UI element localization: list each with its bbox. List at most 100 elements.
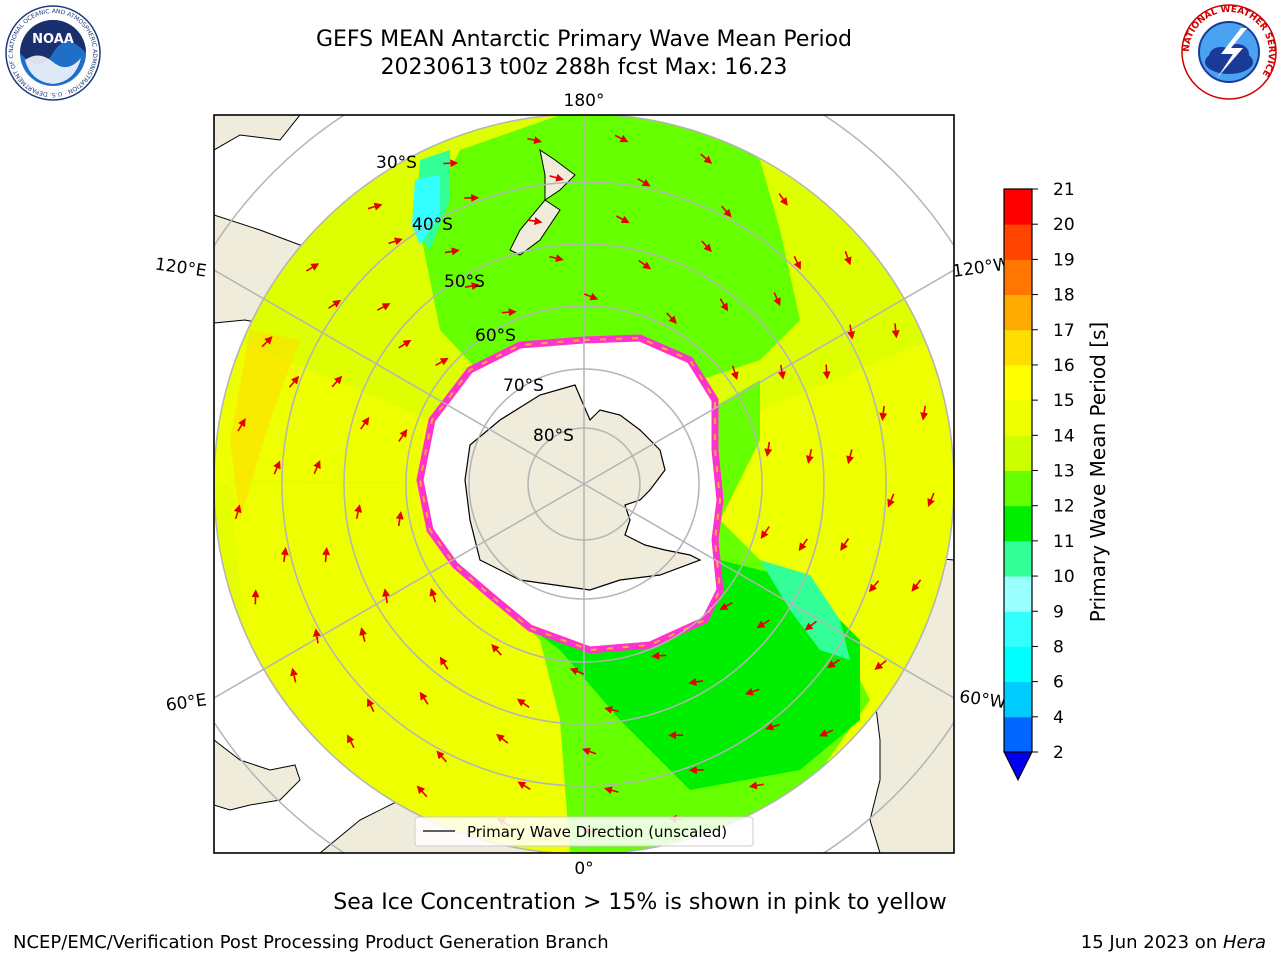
legend-label: Primary Wave Direction (unscaled) [467, 823, 727, 841]
map-frame [213, 114, 955, 854]
colorbar-tick-label: 16 [1053, 356, 1075, 376]
footer-host: Hera [1222, 932, 1266, 953]
wave-direction-arrow [719, 298, 729, 312]
wave-direction-arrow [388, 237, 403, 246]
wave-direction-arrow [847, 324, 856, 340]
colorbar-tick-label: 4 [1053, 708, 1064, 728]
colorbar-tick-label: 10 [1053, 567, 1075, 587]
wave-direction-arrow [261, 336, 273, 348]
colorbar-tick-label: 21 [1053, 180, 1075, 200]
wave-direction-arrow [765, 722, 780, 731]
colorbar-tick-label: 15 [1053, 391, 1075, 411]
wave-direction-arrow [773, 292, 781, 307]
wave-direction-arrow [584, 292, 599, 301]
wave-direction-arrow [359, 627, 368, 642]
colorbar-swatch [1004, 611, 1032, 647]
footer-org: NCEP/EMC/Verification Post Processing Pr… [13, 932, 609, 953]
lat-label-60s: 60°S [475, 326, 516, 346]
colorbar-tick-label: 6 [1053, 673, 1064, 693]
wave-direction-arrow [651, 651, 667, 660]
wave-direction-arrow [233, 504, 242, 520]
wave-direction-arrow [745, 687, 760, 696]
wave-direction-arrow [604, 705, 619, 714]
land-asia-corner [214, 115, 301, 151]
longitude-gridlines [214, 115, 954, 853]
wave-direction-arrow [367, 202, 383, 211]
wave-direction-arrow [822, 364, 831, 380]
colorbar-tick-label: 13 [1053, 462, 1075, 482]
lon-label-120w: 120°W [951, 254, 1011, 282]
colorbar-swatch [1004, 505, 1032, 542]
colorbar-swatch [1004, 576, 1032, 612]
wave-direction-arrow [395, 511, 404, 527]
wave-direction-arrow [376, 303, 391, 311]
wave-direction-arrow [891, 323, 900, 339]
wave-direction-arrow [367, 698, 375, 713]
wave-direction-arrow [501, 308, 517, 317]
colorbar-swatch [1004, 716, 1032, 753]
colorbar-swatch [1004, 224, 1032, 260]
wave-direction-arrow [887, 493, 895, 508]
wave-direction-arrow [398, 339, 412, 349]
wave-direction-arrow [305, 263, 320, 272]
title-line-1: GEFS MEAN Antarctic Primary Wave Mean Pe… [315, 27, 853, 52]
wave-direction-arrow [354, 504, 363, 519]
wave-direction-arrow [435, 357, 449, 366]
wave-direction-arrow [360, 416, 370, 430]
wave-direction-arrow [569, 667, 584, 676]
colorbar-swatch [1004, 470, 1032, 507]
wave-direction-arrow [496, 733, 509, 744]
nws-logo: NATIONAL WEATHER SERVICE [1181, 4, 1277, 100]
wave-direction-arrow [637, 178, 651, 187]
wave-direction-arrow [805, 449, 814, 464]
lon-label-180: 180° [564, 91, 605, 111]
wave-direction-arrow [688, 677, 704, 686]
wave-direction-arrow [382, 588, 391, 604]
lon-label-60w: 60°W [958, 687, 1007, 713]
wave-direction-arrow [516, 698, 530, 708]
wave-direction-arrow [700, 153, 713, 164]
wave-direction-arrow [549, 173, 565, 182]
wave-direction-arrow [290, 667, 298, 683]
wave-direction-arrow [764, 441, 773, 457]
wave-direction-arrow [419, 691, 429, 705]
wave-direction-arrow [843, 250, 852, 266]
colorbar-tick-label: 12 [1053, 497, 1075, 517]
wave-direction-arrow [429, 587, 438, 603]
lon-label-120e: 120°E [154, 255, 208, 282]
wave-direction-arrows [233, 134, 935, 836]
wave-direction-arrow [874, 659, 887, 670]
colorbar-tick-label: 19 [1053, 250, 1075, 270]
lon-label-60e: 60°E [165, 690, 208, 715]
wave-direction-arrow [331, 375, 343, 388]
wave-direction-arrow [603, 786, 619, 795]
wave-direction-arrow [920, 405, 929, 421]
wave-direction-arrow [616, 215, 630, 224]
wave-direction-arrow [288, 375, 300, 388]
wave-direction-arrow [840, 538, 850, 551]
wave-direction-arrow [719, 602, 733, 611]
colorbar-tick-label: 14 [1053, 426, 1075, 446]
wave-direction-arrow [777, 364, 786, 380]
wave-direction-arrow [701, 240, 712, 253]
wave-direction-arrow [549, 254, 564, 263]
wave-direction-arrow [527, 136, 543, 145]
noaa-text: NOAA [32, 32, 74, 47]
colorbar-tick-label: 2 [1053, 743, 1064, 763]
land-antarctica [464, 384, 702, 591]
wave-direction-arrow [760, 526, 770, 539]
colorbar-tick-label: 9 [1053, 602, 1064, 622]
wave-direction-arrow [638, 260, 652, 270]
wave-direction-arrow [868, 580, 880, 593]
wave-direction-arrow [273, 460, 281, 475]
wave-direction-arrow [322, 547, 331, 563]
wave-direction-arrow [748, 781, 764, 790]
lat-label-40s: 40°S [412, 215, 453, 235]
wave-direction-arrow [517, 781, 531, 790]
wave-direction-arrow [444, 247, 460, 256]
wave-direction-arrow [398, 429, 408, 442]
wave-direction-arrow [911, 579, 922, 592]
colorbar-swatch [1004, 364, 1032, 401]
wave-direction-arrow [804, 620, 817, 631]
wave-direction-arrow [491, 644, 502, 656]
